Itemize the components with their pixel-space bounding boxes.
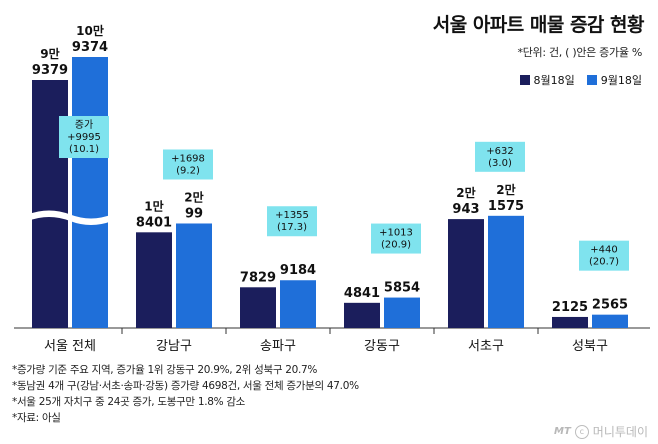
data-label-aug-man: 9만	[40, 46, 59, 61]
bar-sep	[488, 215, 524, 328]
bar-sep	[592, 314, 628, 328]
callout-increase: +440	[590, 245, 617, 256]
callout-increase: +1355	[275, 210, 309, 221]
data-label-sep-man: 2만	[184, 189, 203, 204]
data-label-aug: 9379	[32, 63, 68, 78]
category-label: 성북구	[572, 339, 608, 354]
legend-label-aug: 8월18일	[533, 74, 575, 87]
axis-break-band	[28, 211, 112, 225]
callout-increase: +632	[486, 146, 513, 157]
increase-callout	[163, 149, 213, 180]
increase-callout	[267, 206, 317, 237]
callout-rate: (3.0)	[488, 158, 512, 169]
legend-swatch-aug	[519, 75, 530, 85]
data-label-aug: 7829	[240, 270, 276, 285]
footnote: *서울 25개 자치구 중 24곳 증가, 도봉구만 1.8% 감소	[12, 396, 246, 408]
bar-aug	[240, 287, 276, 328]
callout-rate: (17.3)	[277, 222, 307, 233]
data-label-sep: 1575	[488, 199, 524, 214]
callout-increase: +9995	[67, 132, 101, 143]
increase-callout	[371, 223, 421, 254]
category-label: 송파구	[260, 339, 296, 354]
brand-watermark: MT c 머니투데이	[554, 423, 648, 440]
data-label-sep: 9184	[280, 263, 316, 278]
data-label-sep-man: 2만	[496, 182, 515, 197]
axis-break-mark	[27, 210, 113, 220]
data-label-sep: 99	[185, 206, 203, 221]
bar-sep	[72, 57, 108, 328]
footnote: *증가량 기준 주요 지역, 증가율 1위 강동구 20.9%, 2위 성북구 …	[12, 364, 318, 376]
bar-sep	[176, 223, 212, 328]
data-label-aug: 2125	[552, 300, 588, 315]
category-label: 서초구	[468, 339, 504, 354]
category-label: 서울 전체	[44, 339, 96, 354]
callout-prefix: 증가	[75, 119, 93, 131]
legend-item-sep: 9월18일	[586, 72, 642, 88]
brand-name: 머니투데이	[592, 425, 648, 439]
increase-callout	[579, 240, 629, 271]
data-label-sep: 5854	[384, 281, 420, 296]
data-label-sep-man: 10만	[76, 23, 104, 38]
bar-aug	[344, 302, 380, 328]
data-label-aug: 943	[452, 202, 479, 217]
legend: 8월18일 9월18일	[514, 72, 642, 88]
brand-prefix: MT	[554, 426, 571, 437]
callout-rate: (20.9)	[381, 240, 411, 251]
footnotes: *증가량 기준 주요 지역, 증가율 1위 강동구 20.9%, 2위 성북구 …	[12, 362, 359, 426]
bar-sep	[384, 297, 420, 328]
unit-note: *단위: 건, ( )안은 증가율 %	[517, 46, 643, 59]
increase-callout	[59, 116, 109, 158]
data-label-sep: 9374	[72, 40, 108, 55]
legend-label-sep: 9월18일	[600, 74, 642, 87]
callout-increase: +1013	[379, 228, 413, 239]
category-label: 강남구	[156, 339, 192, 354]
footnote: *동남권 4개 구(강남·서초·송파·강동) 증가량 4698건, 서울 전체 …	[12, 380, 359, 392]
data-label-aug: 8401	[136, 215, 172, 230]
footnote: *자료: 아실	[12, 412, 61, 424]
bar-aug	[552, 316, 588, 328]
data-label-aug-man: 2만	[456, 185, 475, 200]
chart-title: 서울 아파트 매물 증감 현황	[432, 14, 645, 36]
increase-callout	[475, 141, 525, 172]
bar-aug	[136, 232, 172, 328]
callout-rate: (20.7)	[589, 257, 619, 268]
copyright-circle-icon: c	[574, 424, 589, 439]
legend-item-aug: 8월18일	[519, 72, 575, 88]
bar-sep	[280, 280, 316, 328]
callout-rate: (10.1)	[69, 144, 99, 155]
category-label: 강동구	[364, 339, 400, 354]
data-label-aug: 4841	[344, 286, 380, 301]
callout-increase: +1698	[171, 153, 205, 164]
legend-swatch-sep	[586, 75, 597, 85]
data-label-sep: 2565	[592, 298, 628, 313]
bar-aug	[448, 219, 484, 328]
callout-rate: (9.2)	[176, 165, 200, 176]
data-label-aug-man: 1만	[144, 198, 163, 213]
